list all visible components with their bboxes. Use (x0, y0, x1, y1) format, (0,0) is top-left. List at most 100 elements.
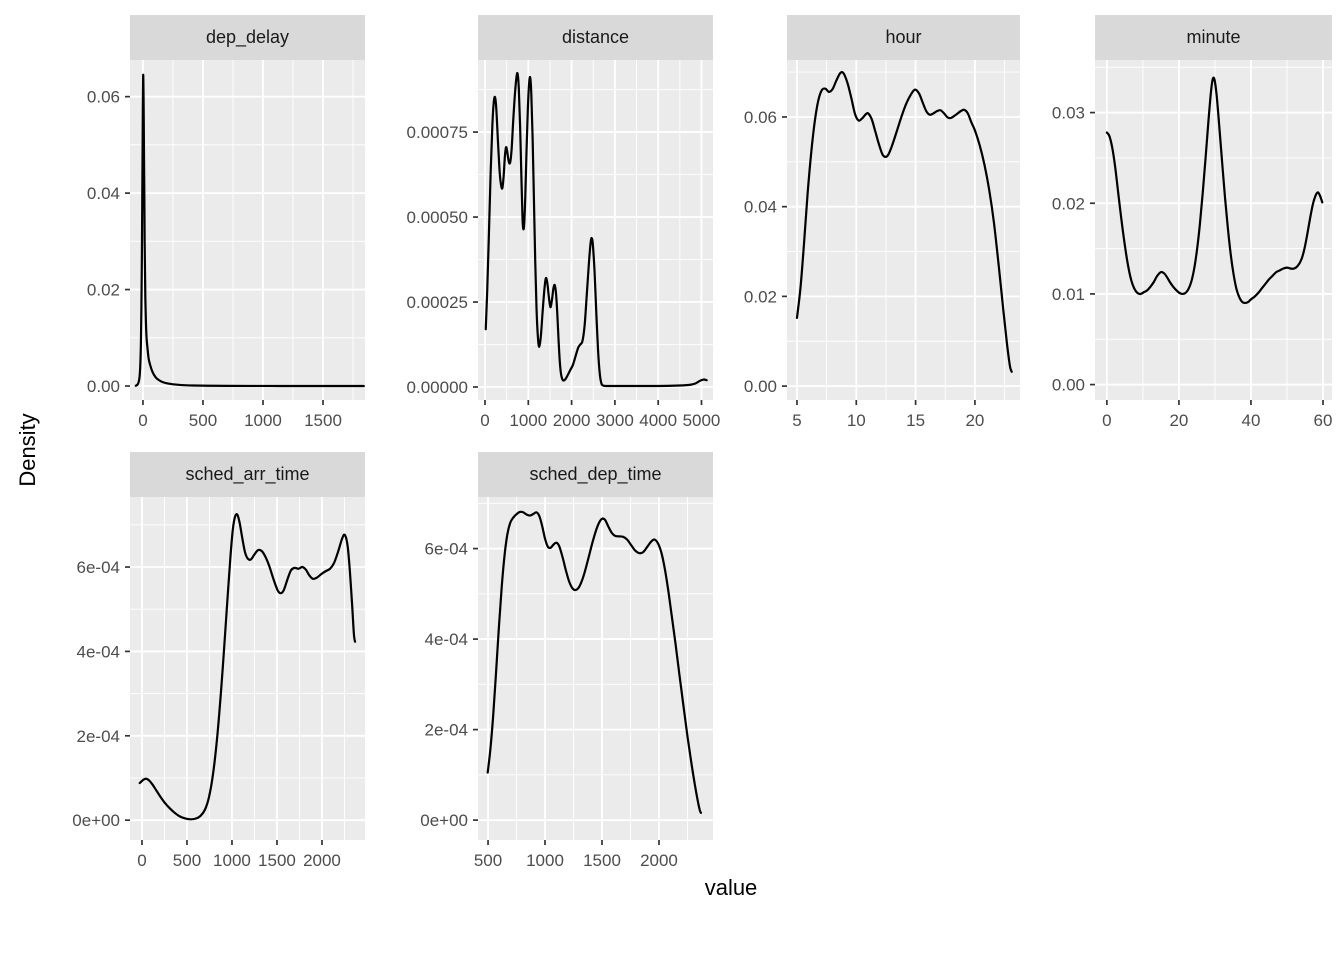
density-curve-sched_dep_time (486, 510, 703, 814)
y-tick-label: 4e-04 (77, 642, 120, 661)
x-tick-label: 3000 (596, 411, 634, 430)
y-tick-label: 0.06 (744, 108, 777, 127)
axis-tick-labels: 0.00 0.02 0.04 0.06 5 10 15 20 (744, 108, 984, 430)
facet-strip-sched_arr_time: sched_arr_time (130, 452, 365, 497)
density-curve-distance (484, 71, 708, 388)
density-curve-sched_arr_time (138, 513, 357, 821)
y-tick-label: 0.04 (744, 198, 777, 217)
panel-background (478, 60, 713, 400)
grid-major (478, 60, 713, 400)
x-tick-label: 1000 (244, 411, 282, 430)
grid-major (1095, 60, 1332, 400)
x-tick-label: 40 (1241, 411, 1260, 430)
panel-background (1095, 60, 1332, 400)
panel-background (130, 497, 365, 840)
y-tick-label: 0.00050 (407, 208, 468, 227)
x-tick-label: 0 (480, 411, 489, 430)
y-tick-label: 2e-04 (425, 721, 468, 740)
panel-background (130, 60, 365, 400)
y-tick-label: 0e+00 (420, 811, 468, 830)
x-axis-title: value (704, 875, 758, 900)
y-tick-label: 2e-04 (77, 727, 120, 746)
x-tick-label: 5000 (683, 411, 721, 430)
y-axis-title: Density (15, 413, 40, 487)
x-tick-label: 10 (847, 411, 866, 430)
facet-strip-distance: distance (478, 15, 713, 60)
grid-major (478, 497, 713, 840)
axis-tick-marks (125, 566, 323, 845)
grid-minor (130, 497, 365, 840)
x-tick-label: 60 (1314, 411, 1333, 430)
facet-strip-label: hour (885, 27, 922, 47)
y-tick-label: 4e-04 (425, 630, 468, 649)
panel-background (478, 497, 713, 840)
x-tick-label: 15 (906, 411, 925, 430)
y-tick-label: 0.02 (744, 287, 777, 306)
axis-tick-marks (473, 131, 703, 405)
y-tick-label: 0.00 (1052, 376, 1085, 395)
y-tick-label: 0.04 (87, 184, 120, 203)
y-tick-label: 0.00025 (407, 293, 468, 312)
y-tick-label: 6e-04 (77, 558, 120, 577)
x-tick-label: 1000 (213, 851, 251, 870)
y-tick-label: 0.00 (87, 377, 120, 396)
axis-tick-labels: 0.00 0.02 0.04 0.06 0 500 1000 1500 (87, 88, 342, 430)
y-tick-label: 0.00 (744, 377, 777, 396)
facet-plot-sched_arr_time: 0e+00 2e-04 4e-04 6e-04 0 500 1000 1500 2000 (72, 497, 365, 870)
x-tick-label: 500 (189, 411, 217, 430)
y-tick-label: 0e+00 (72, 811, 120, 830)
x-tick-label: 1500 (304, 411, 342, 430)
facet-plot-hour: 0.00 0.02 0.04 0.06 5 10 15 20 (744, 60, 1020, 430)
axis-tick-labels: 0.00000 0.00025 0.00050 0.00075 0 1000 2000 300… (407, 123, 721, 430)
grid-minor (478, 497, 713, 840)
facet-strip-sched_dep_time: sched_dep_time (478, 452, 713, 497)
x-tick-label: 4000 (639, 411, 677, 430)
facet-strip-label: minute (1186, 27, 1241, 47)
x-tick-label: 500 (173, 851, 201, 870)
y-tick-label: 0.01 (1052, 285, 1085, 304)
x-tick-label: 500 (474, 851, 502, 870)
y-tick-label: 0.02 (87, 281, 120, 300)
facet-strip-label: sched_arr_time (185, 464, 310, 484)
y-tick-label: 0.02 (1052, 194, 1085, 213)
axis-tick-labels: 0.00 0.01 0.02 0.03 0 20 40 60 (1052, 104, 1333, 430)
facet-strip-label: sched_dep_time (529, 464, 662, 484)
y-tick-label: 0.06 (87, 88, 120, 107)
grid-minor (130, 60, 365, 400)
axis-tick-marks (782, 116, 976, 405)
x-tick-label: 2000 (640, 851, 678, 870)
facet-plot-dep_delay: 0.00 0.02 0.04 0.06 0 500 1000 1500 (87, 60, 365, 430)
facet-strip-minute: minute (1095, 15, 1332, 60)
x-tick-label: 0 (138, 411, 147, 430)
axis-tick-marks (1090, 111, 1324, 405)
x-tick-label: 2000 (303, 851, 341, 870)
x-tick-label: 0 (137, 851, 146, 870)
facet-plot-sched_dep_time: 0e+00 2e-04 4e-04 6e-04 500 1000 1500 2000 (420, 497, 713, 870)
facet-strip-dep_delay: dep_delay (130, 15, 365, 60)
facet-strip-label: distance (561, 27, 630, 47)
y-tick-label: 6e-04 (425, 540, 468, 559)
grid-minor (478, 60, 713, 400)
density-curve-hour (795, 70, 1013, 373)
x-tick-label: 2000 (553, 411, 591, 430)
y-tick-label: 0.00000 (407, 378, 468, 397)
facet-strip-label: dep_delay (205, 27, 290, 47)
grid-minor (1095, 60, 1332, 400)
y-tick-label: 0.00075 (407, 123, 468, 142)
facet-plot-distance: 0.00000 0.00025 0.00050 0.00075 0 1000 2000 300… (407, 60, 720, 430)
x-tick-label: 1000 (509, 411, 547, 430)
axis-tick-marks (473, 547, 660, 845)
axis-tick-labels: 0e+00 2e-04 4e-04 6e-04 500 1000 1500 2000 (420, 540, 678, 870)
grid-major (130, 497, 365, 840)
x-tick-label: 1000 (526, 851, 564, 870)
x-tick-label: 20 (1169, 411, 1188, 430)
axis-tick-marks (125, 95, 324, 405)
x-tick-label: 5 (792, 411, 801, 430)
y-tick-label: 0.03 (1052, 104, 1085, 123)
x-tick-label: 20 (965, 411, 984, 430)
x-tick-label: 1500 (583, 851, 621, 870)
axis-tick-labels: 0e+00 2e-04 4e-04 6e-04 0 500 1000 1500 2000 (72, 558, 341, 870)
facet-plot-minute: 0.00 0.01 0.02 0.03 0 20 40 60 (1052, 60, 1333, 430)
x-tick-label: 1500 (258, 851, 296, 870)
